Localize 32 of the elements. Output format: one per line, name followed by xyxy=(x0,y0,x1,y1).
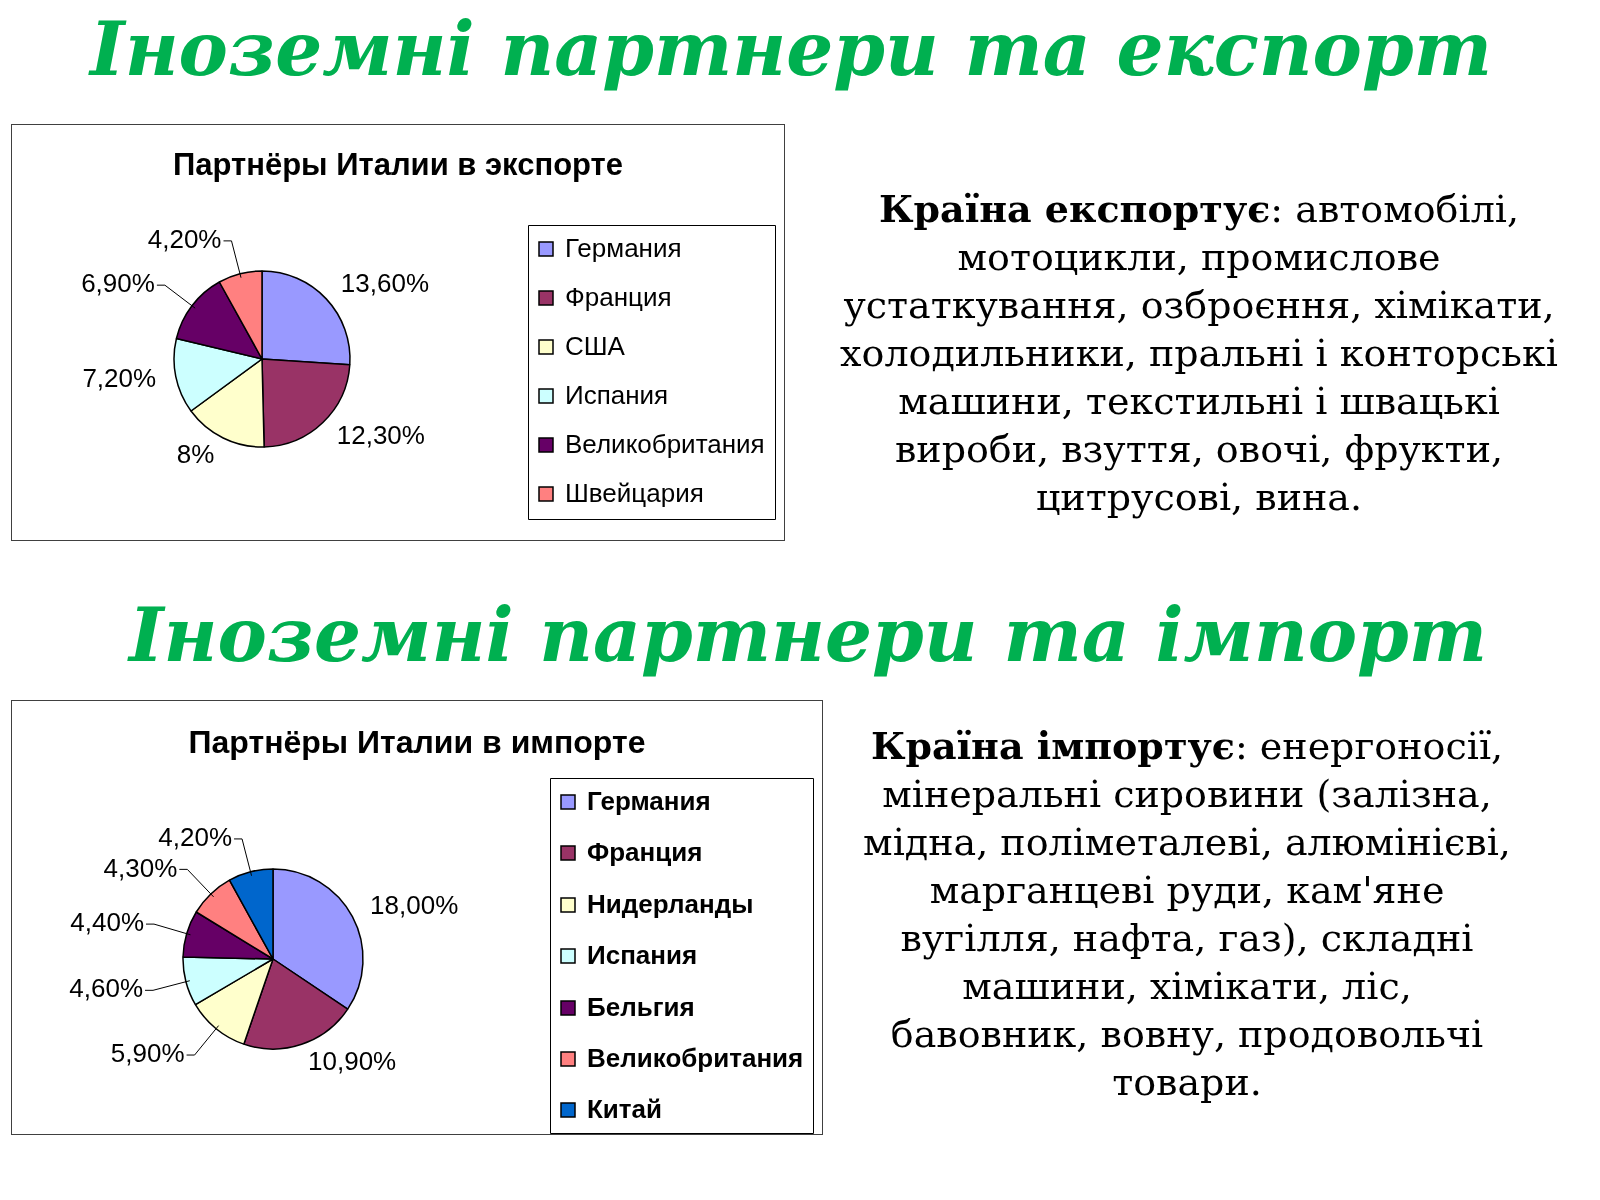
legend-label: Германия xyxy=(565,233,682,264)
legend-label: Франция xyxy=(565,282,672,313)
data-label: 7,20% xyxy=(82,363,157,394)
data-label: 6,90% xyxy=(81,268,155,299)
legend-label: Великобритания xyxy=(587,1043,804,1074)
legend-label: Испания xyxy=(587,940,698,971)
text: Партнёры Италии в импорте xyxy=(188,723,646,760)
legend-label: Нидерланды xyxy=(587,889,754,920)
chart-title: Партнёры Италии в экспорте xyxy=(172,146,624,182)
legend-label: Испания xyxy=(565,380,669,411)
text: Країна імпортує: енергоносії, мінеральні сировини (залізна, мідна, поліметалеві, алюмінієві, марганцеві руди, кам'яне вугілля, нафта, газ), складні машини, хімікати, ліс, бавовник, вовну, продовольчі товари. xyxy=(863,723,1511,1104)
text: Іноземні партнери та імпорт xyxy=(126,592,1489,678)
data-label: 5,90% xyxy=(110,1038,185,1069)
legend-label: Швейцария xyxy=(565,478,704,509)
legend-label: Бельгия xyxy=(587,992,695,1023)
legend-label: Германия xyxy=(587,786,711,817)
legend-label: Китай xyxy=(587,1094,663,1125)
legend-label: Франция xyxy=(587,837,703,868)
data-label: 12,30% xyxy=(336,420,425,451)
data-label: 4,60% xyxy=(69,973,144,1004)
data-label: 4,20% xyxy=(158,822,233,853)
text: Країна експортує: автомобілі, мотоцикли, промислове устаткування, озброєння, хімікати, холодильники, пральні і конторські машини, текстильні і швацькі вироби, взуття, овочі, фрукти, цитрусові, вина. xyxy=(839,185,1559,521)
data-label: 4,30% xyxy=(103,852,178,883)
data-label: 18,00% xyxy=(370,890,459,921)
data-label: 13,60% xyxy=(340,268,430,299)
data-label: 8% xyxy=(176,439,215,470)
legend-label: США xyxy=(565,331,626,362)
legend-label: Великобритания xyxy=(565,429,765,460)
data-label: 4,20% xyxy=(147,224,222,255)
data-label: 4,40% xyxy=(70,907,145,938)
text: Іноземні партнери та експорт xyxy=(87,6,1493,92)
data-label: 10,90% xyxy=(308,1046,397,1077)
